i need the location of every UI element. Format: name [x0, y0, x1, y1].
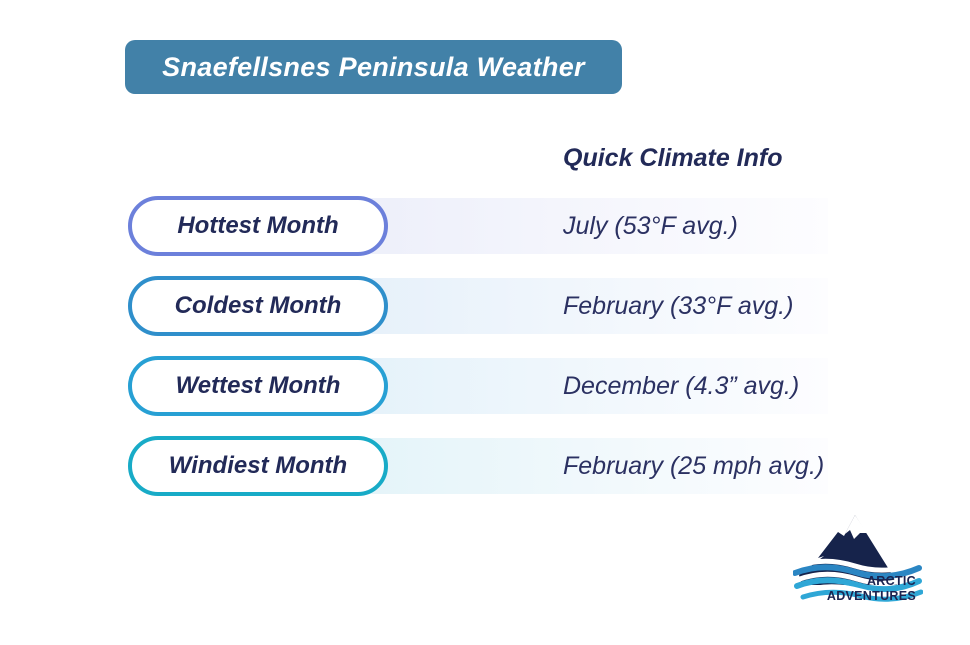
- row-pill: Windiest Month: [128, 436, 388, 496]
- title-banner: Snaefellsnes Peninsula Weather: [125, 40, 622, 94]
- arctic-adventures-logo: ARCTIC ADVENTURES: [793, 512, 933, 624]
- row-label: Wettest Month: [175, 372, 341, 399]
- logo-wordmark: ARCTIC ADVENTURES: [827, 574, 916, 604]
- row-pill: Coldest Month: [128, 276, 388, 336]
- row-label: Coldest Month: [174, 292, 342, 319]
- row-value: February (25 mph avg.): [563, 451, 825, 480]
- logo-line-1: ARCTIC: [866, 574, 916, 588]
- logo-line-2: ADVENTURES: [826, 589, 916, 603]
- page-title: Snaefellsnes Peninsula Weather: [162, 51, 585, 82]
- row-value: February (33°F avg.): [563, 291, 794, 320]
- table-row: Wettest Month December (4.3” avg.): [0, 356, 970, 416]
- row-label: Windiest Month: [168, 452, 348, 479]
- table-row: Windiest Month February (25 mph avg.): [0, 436, 970, 496]
- column-header: Quick Climate Info: [563, 144, 783, 172]
- row-pill: Hottest Month: [128, 196, 388, 256]
- table-row: Coldest Month February (33°F avg.): [0, 276, 970, 336]
- mountain-waves-icon: [793, 515, 923, 602]
- row-value: July (53°F avg.): [563, 211, 738, 240]
- row-label: Hottest Month: [177, 212, 339, 239]
- row-pill: Wettest Month: [128, 356, 388, 416]
- row-value: December (4.3” avg.): [563, 371, 800, 400]
- table-row: Hottest Month July (53°F avg.): [0, 196, 970, 256]
